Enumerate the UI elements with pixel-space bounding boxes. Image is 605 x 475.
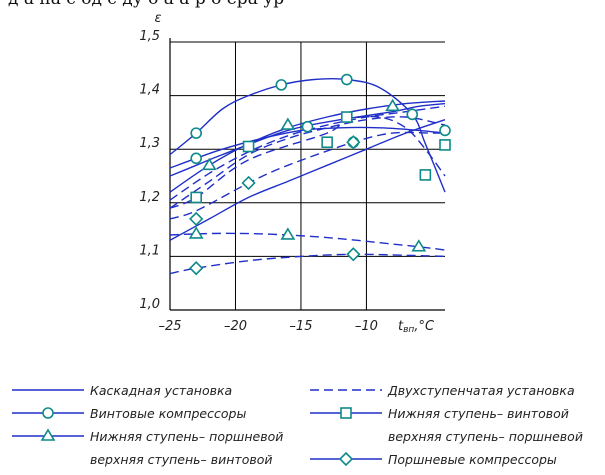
- data-point-diamond: [346, 135, 361, 150]
- y-tick-label: 1,5: [139, 29, 160, 44]
- series-line-1: [169, 119, 446, 241]
- data-point-square: [190, 191, 202, 204]
- data-point-diamond: [346, 247, 361, 262]
- y-tick-label: 1,4: [139, 83, 160, 98]
- legend-item: Каскадная установка: [12, 383, 232, 398]
- legend: Каскадная установка Двухступенчатая устан…: [12, 383, 583, 467]
- data-point-diamond: [189, 211, 204, 227]
- legend-item: Двухступенчатая установка: [310, 383, 575, 398]
- legend-label: Винтовые компрессоры: [90, 406, 246, 421]
- y-tick-label: 1,1: [139, 243, 160, 258]
- legend-label-line2: верхняя ступень– винтовой: [90, 452, 272, 467]
- legend-item: Поршневые компрессоры: [310, 451, 557, 467]
- series-line-5: [169, 126, 446, 169]
- series-line-9: [169, 131, 445, 220]
- x-tick-label: –25: [158, 319, 181, 334]
- y-tick-label: 1,0: [139, 297, 160, 312]
- data-point-triangle: [280, 117, 296, 130]
- legend-item: Нижняя ступень– поршневой верхняя ступень…: [12, 428, 283, 467]
- legend-label: Нижняя ступень– винтовой: [388, 406, 569, 421]
- x-tick-label: –15: [289, 319, 312, 334]
- y-axis-label: ε: [154, 11, 161, 26]
- y-tick-label: 1,3: [139, 136, 160, 151]
- series-line-8: [169, 232, 446, 251]
- legend-label: Каскадная установка: [90, 383, 232, 398]
- header-fragment: д а на с од с ду о а а р о ера ур: [8, 0, 284, 9]
- data-point-circle: [275, 79, 288, 91]
- data-point-diamond: [189, 261, 204, 276]
- data-point-triangle: [385, 98, 401, 112]
- series-line-10: [169, 253, 446, 275]
- data-point-square: [242, 140, 255, 153]
- legend-label-line2: верхняя ступень– поршневой: [388, 429, 583, 444]
- legend-label: Поршневые компрессоры: [388, 452, 557, 467]
- data-point-circle: [340, 73, 353, 86]
- data-point-circle: [190, 127, 202, 139]
- markers-layer: [188, 73, 451, 276]
- data-point-circle: [190, 152, 202, 165]
- cropped-header-text: д а на с од с ду о а а р о ера ур: [0, 0, 605, 20]
- data-point-square: [419, 169, 432, 181]
- legend-label: Двухступенчатая установка: [387, 383, 575, 398]
- axes: 1,0 1,1 1,2 1,3 1,4 1,5 –25 –20 –15 –10 ε tвп,°C: [139, 11, 445, 335]
- legend-swatch-square: [340, 407, 352, 419]
- data-point-diamond: [241, 175, 256, 191]
- legend-swatch-diamond: [338, 451, 354, 467]
- legend-item: Винтовые компрессоры: [12, 406, 246, 421]
- data-point-triangle: [411, 239, 427, 252]
- data-point-square: [439, 139, 451, 151]
- series-layer: [169, 77, 446, 275]
- x-axis-label: tвп,°C: [398, 319, 435, 335]
- data-point-circle: [406, 108, 419, 121]
- data-point-circle: [439, 124, 451, 137]
- data-point-circle: [301, 120, 314, 133]
- data-point-square: [321, 136, 333, 149]
- grid: [170, 41, 445, 310]
- series-line-3: [169, 116, 446, 209]
- legend-item: Нижняя ступень– винтовой верхняя ступень–…: [310, 406, 583, 444]
- legend-swatch-triangle: [40, 428, 56, 441]
- x-tick-label: –20: [224, 319, 247, 334]
- series-line-4: [169, 77, 446, 193]
- data-point-triangle: [201, 157, 217, 171]
- x-tick-label: –10: [355, 319, 378, 334]
- series-line-0: [169, 100, 446, 193]
- data-point-square: [340, 111, 353, 123]
- legend-swatch-circle: [42, 407, 54, 419]
- legend-label: Нижняя ступень– поршневой: [90, 429, 283, 444]
- data-point-triangle: [188, 226, 204, 239]
- y-tick-label: 1,2: [139, 190, 160, 205]
- data-point-triangle: [280, 227, 296, 240]
